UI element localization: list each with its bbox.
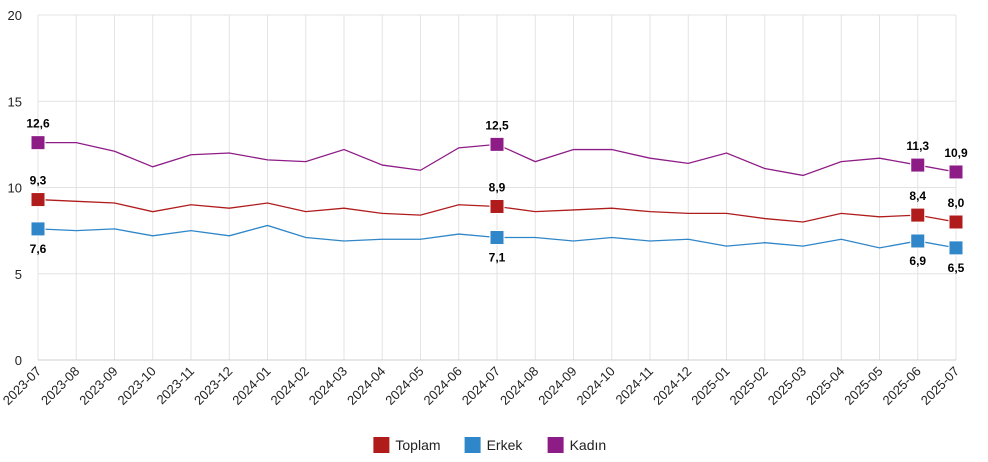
x-tick-label: 2024-06 [421, 364, 465, 408]
data-label: 12,6 [26, 117, 50, 131]
x-tick-label: 2025-04 [803, 364, 847, 408]
x-tick-label: 2023-08 [38, 364, 82, 408]
legend-swatch-kadın[interactable] [547, 437, 564, 453]
y-tick-label: 10 [8, 181, 22, 196]
data-label: 12,5 [485, 118, 509, 132]
data-point-marker[interactable] [30, 192, 46, 208]
x-tick-label: 2023-07 [0, 364, 44, 408]
data-point-marker[interactable] [910, 157, 926, 173]
x-tick-label: 2024-08 [497, 364, 541, 408]
data-point-marker[interactable] [489, 198, 505, 214]
data-point-marker[interactable] [948, 214, 964, 230]
x-tick-label: 2024-09 [535, 364, 579, 408]
axes: 051015202023-072023-082023-092023-102023… [0, 8, 962, 408]
data-label: 11,3 [906, 139, 929, 153]
data-label: 10,9 [944, 146, 968, 160]
data-point-marker[interactable] [948, 240, 964, 256]
legend-label-kadın[interactable]: Kadın [570, 437, 607, 453]
legend-label-toplam[interactable]: Toplam [395, 437, 440, 453]
x-tick-label: 2024-11 [612, 364, 656, 408]
y-tick-label: 15 [8, 94, 22, 109]
x-tick-label: 2025-07 [918, 364, 962, 408]
data-label: 8,9 [489, 180, 506, 194]
data-point-marker[interactable] [489, 230, 505, 246]
legend: Toplam Erkek Kadın [373, 437, 606, 453]
x-tick-label: 2024-02 [268, 364, 312, 408]
legend-swatch-erkek[interactable] [464, 437, 481, 453]
data-label: 8,4 [909, 189, 926, 203]
data-label: 9,3 [30, 174, 47, 188]
x-tick-label: 2024-07 [459, 364, 503, 408]
x-tick-label: 2025-03 [765, 364, 809, 408]
x-tick-label: 2024-03 [306, 364, 350, 408]
x-tick-label: 2024-12 [650, 364, 694, 408]
data-label: 6,5 [948, 261, 965, 275]
series [30, 135, 964, 256]
data-labels: 9,3 8,9 8,4 8,0 7,6 7,1 6,9 6,5 12,6 12,5 11,3 10,9 [26, 117, 968, 275]
x-tick-label: 2023-10 [115, 364, 159, 408]
x-tick-label: 2023-11 [153, 364, 197, 408]
y-tick-label: 0 [15, 353, 22, 368]
x-tick-label: 2023-12 [191, 364, 235, 408]
data-label: 8,0 [948, 196, 965, 210]
y-tick-label: 20 [8, 8, 22, 23]
y-tick-label: 5 [15, 267, 22, 282]
data-point-marker[interactable] [948, 164, 964, 180]
data-point-marker[interactable] [489, 136, 505, 152]
legend-label-erkek[interactable]: Erkek [487, 437, 524, 453]
data-label: 6,9 [909, 254, 926, 268]
data-point-marker[interactable] [30, 221, 46, 237]
x-tick-label: 2025-05 [841, 364, 885, 408]
x-tick-label: 2025-02 [727, 364, 771, 408]
data-point-marker[interactable] [910, 207, 926, 223]
x-tick-label: 2023-09 [76, 364, 120, 408]
x-tick-label: 2024-01 [229, 364, 273, 408]
x-tick-label: 2025-01 [688, 364, 732, 408]
grid [37, 14, 957, 361]
x-tick-label: 2024-04 [344, 364, 388, 408]
legend-swatch-toplam[interactable] [373, 437, 390, 453]
data-point-marker[interactable] [910, 233, 926, 249]
data-label: 7,6 [30, 242, 47, 256]
data-label: 7,1 [489, 251, 506, 265]
x-tick-label: 2024-05 [382, 364, 426, 408]
data-point-marker[interactable] [30, 135, 46, 151]
x-tick-label: 2024-10 [574, 364, 618, 408]
x-tick-label: 2025-06 [880, 364, 924, 408]
